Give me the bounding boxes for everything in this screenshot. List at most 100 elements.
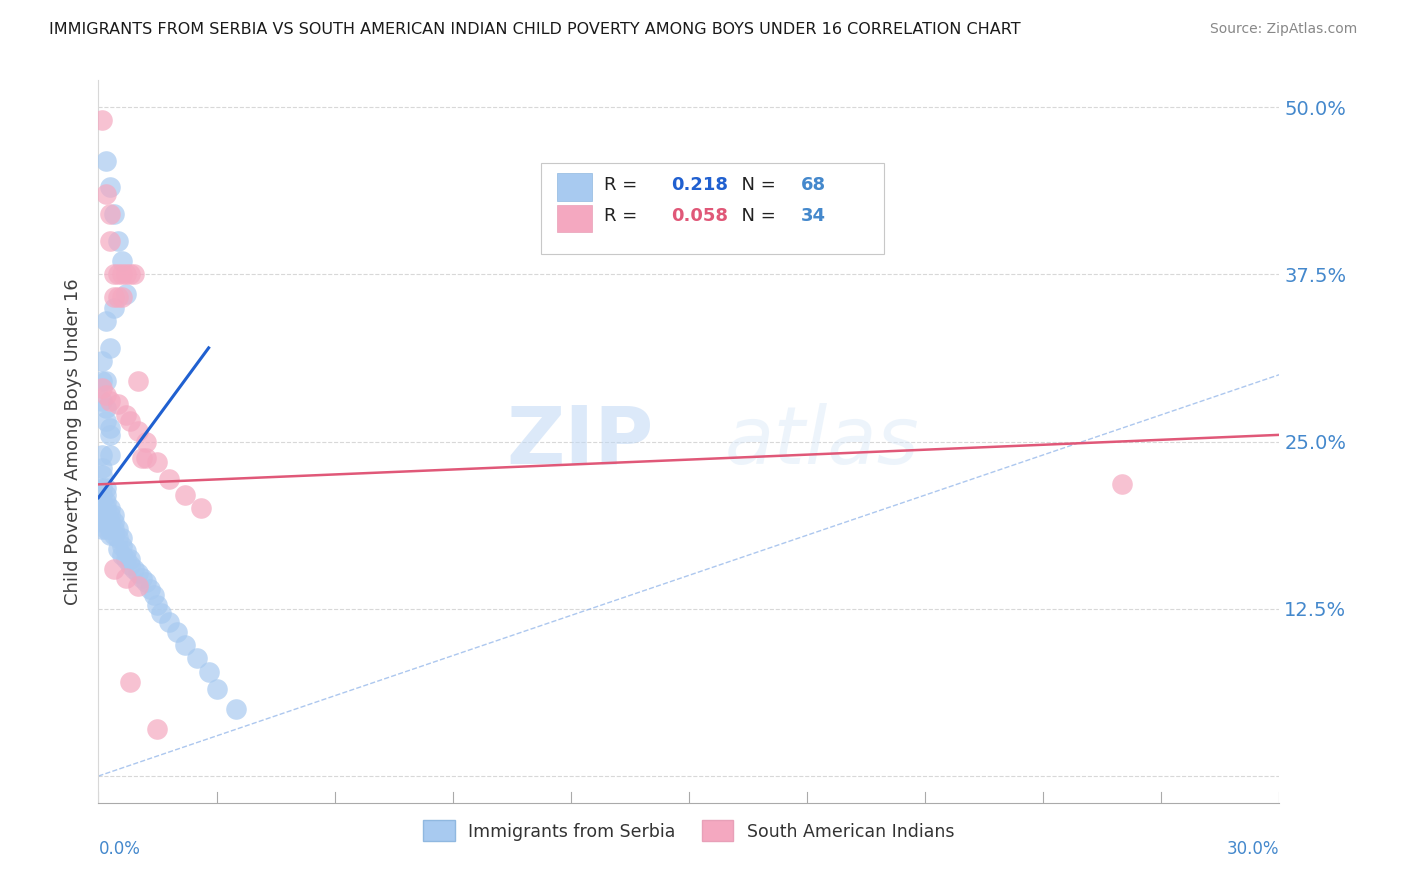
Point [103, 562, 125, 576]
Point [91, 508, 114, 523]
Point [115, 408, 138, 422]
Point [225, 702, 247, 716]
Point [135, 450, 157, 465]
Point [96, 482, 118, 496]
Point [96, 508, 118, 523]
Point [91, 482, 114, 496]
Point [111, 290, 134, 304]
Point [107, 541, 129, 556]
Text: Source: ZipAtlas.com: Source: ZipAtlas.com [1209, 22, 1357, 37]
Point [135, 434, 157, 449]
Point [122, 268, 145, 282]
Point [118, 675, 141, 690]
Point [142, 589, 165, 603]
Point [107, 397, 129, 411]
FancyBboxPatch shape [557, 173, 592, 201]
Point [103, 268, 125, 282]
Point [98, 234, 121, 248]
Point [190, 501, 212, 516]
Point [91, 394, 114, 409]
Point [91, 381, 114, 395]
Point [115, 287, 138, 301]
Point [98, 515, 121, 529]
Point [186, 651, 208, 665]
Text: R =: R = [605, 176, 648, 194]
Point [103, 301, 125, 315]
Text: R =: R = [605, 207, 643, 225]
Point [91, 448, 114, 462]
Point [96, 153, 118, 168]
Point [107, 234, 129, 248]
Point [118, 414, 141, 429]
Point [103, 508, 125, 523]
Text: ZIP: ZIP [506, 402, 654, 481]
Point [91, 501, 114, 516]
Point [197, 665, 219, 679]
Point [1111, 477, 1133, 491]
Point [96, 501, 118, 516]
Text: 0.0%: 0.0% [98, 840, 141, 858]
Point [91, 521, 114, 535]
Point [91, 113, 114, 128]
Point [96, 494, 118, 508]
Point [107, 521, 129, 535]
Text: 34: 34 [801, 207, 827, 225]
Point [111, 268, 134, 282]
Text: N =: N = [730, 176, 782, 194]
Text: 30.0%: 30.0% [1227, 840, 1279, 858]
Point [96, 521, 118, 535]
Text: 0.058: 0.058 [671, 207, 728, 225]
Point [115, 571, 138, 585]
FancyBboxPatch shape [541, 163, 884, 253]
Point [103, 528, 125, 542]
Text: atlas: atlas [724, 402, 920, 481]
Point [174, 638, 197, 652]
Point [98, 521, 121, 535]
Point [111, 254, 134, 268]
Point [98, 180, 121, 194]
Text: IMMIGRANTS FROM SERBIA VS SOUTH AMERICAN INDIAN CHILD POVERTY AMONG BOYS UNDER 1: IMMIGRANTS FROM SERBIA VS SOUTH AMERICAN… [49, 22, 1021, 37]
Point [131, 450, 153, 465]
Point [118, 268, 141, 282]
Point [127, 566, 149, 580]
Point [127, 424, 149, 438]
Point [115, 552, 138, 566]
Point [98, 207, 121, 221]
Point [107, 290, 129, 304]
Point [111, 539, 134, 553]
Y-axis label: Child Poverty Among Boys Under 16: Child Poverty Among Boys Under 16 [65, 278, 83, 605]
Point [96, 515, 118, 529]
Point [146, 723, 169, 737]
Point [98, 501, 121, 516]
Point [205, 681, 228, 696]
Text: 68: 68 [801, 176, 827, 194]
Point [115, 544, 138, 558]
Point [98, 394, 121, 409]
Point [98, 341, 121, 355]
Point [166, 624, 188, 639]
Point [135, 575, 157, 590]
Point [157, 615, 180, 630]
Point [91, 354, 114, 368]
Point [96, 414, 118, 429]
Point [98, 508, 121, 523]
FancyBboxPatch shape [557, 204, 592, 232]
Point [98, 428, 121, 442]
Point [96, 187, 118, 202]
Point [131, 571, 153, 585]
Point [111, 548, 134, 563]
Point [174, 488, 197, 502]
Point [96, 387, 118, 401]
Point [91, 375, 114, 389]
Point [96, 375, 118, 389]
Point [98, 528, 121, 542]
Point [122, 562, 145, 576]
Point [107, 268, 129, 282]
Point [111, 531, 134, 545]
Point [103, 290, 125, 304]
Point [91, 488, 114, 502]
Point [138, 582, 160, 596]
Point [98, 448, 121, 462]
Point [96, 314, 118, 328]
Point [150, 606, 173, 620]
